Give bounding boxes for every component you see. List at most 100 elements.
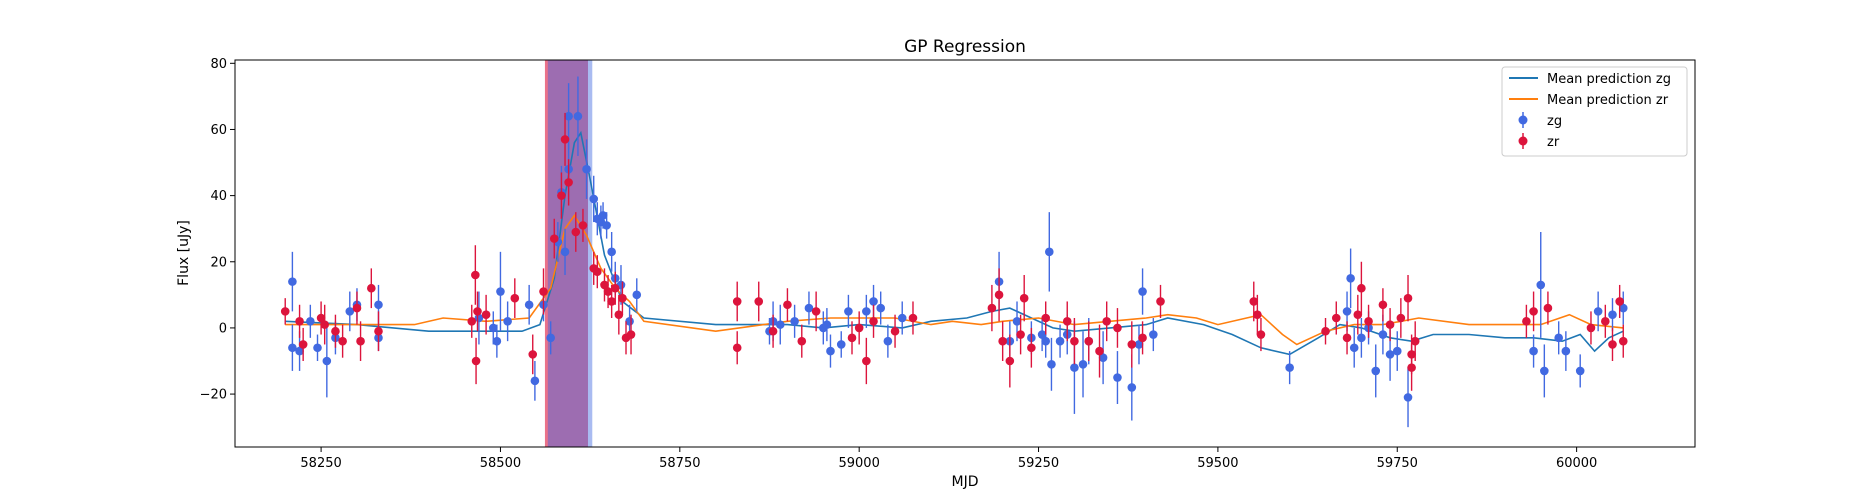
zg-point [1041,336,1051,346]
zr-point [1138,333,1147,343]
zr-point [1618,336,1628,346]
zg-point [1593,307,1603,316]
zr-point [1041,313,1051,323]
highlight-span-1 [547,60,593,447]
zr-point [626,330,636,339]
zr-point [600,280,609,290]
zg-point [1385,350,1395,359]
zr-point [549,234,559,243]
zg-point [560,247,570,257]
zg-point [1012,317,1022,326]
zr-point [471,356,481,366]
zr-point [571,227,581,237]
x-tick-label: 60000 [1556,456,1597,471]
zg-point [1047,360,1056,369]
y-tick-label: 60 [210,123,227,138]
zr-point [471,270,480,280]
x-tick-label: 59000 [838,456,879,471]
zg-point [1618,303,1628,313]
zg-point [607,247,616,257]
x-tick-label: 58500 [480,456,521,471]
zr-point [331,326,340,336]
zr-point [908,313,918,323]
zr-point [539,287,548,296]
legend-swatch-zr-marker [1518,136,1528,146]
zr-point [1357,283,1366,293]
y-tick-label: 80 [210,57,227,72]
legend-label-zg: zg [1547,114,1562,129]
zr-point [316,313,326,323]
zg-point [897,313,907,323]
zr-point [783,300,792,310]
zg-point [1403,393,1413,402]
zr-point [473,307,482,316]
zr-point [1005,356,1015,366]
y-tick-label: 20 [210,255,227,270]
zr-point [352,303,362,313]
x-tick-label: 59250 [1018,456,1059,471]
y-axis-label: Flux [uJy] [176,220,192,286]
zr-point [1396,313,1406,323]
zr-point [1113,323,1122,333]
x-tick-label: 59500 [1197,456,1238,471]
zr-point [560,135,570,144]
zg-point [1044,247,1054,257]
zr-point [614,310,624,319]
legend-label-zr: zr [1547,135,1560,150]
zr-point [467,317,477,326]
zg-point [345,307,355,316]
zr-point [1102,317,1111,326]
zg-point [1055,336,1065,346]
zg-point [1346,274,1355,283]
zg-point [1540,366,1549,376]
zr-point [847,333,857,343]
zg-point [836,340,846,349]
zr-point [1601,317,1610,326]
zr-point [1095,346,1104,356]
zr-point [298,340,308,349]
zr-point [732,297,742,306]
zg-point [625,317,634,326]
zr-point [578,221,588,230]
zg-point [1149,330,1158,339]
zg-point [288,277,297,286]
zg-point [474,313,484,323]
zr-point [1378,300,1388,310]
zr-point [987,303,997,313]
zr-point [593,267,602,276]
zg-point [573,111,583,121]
zg-point [503,317,512,326]
zg-point [1536,280,1546,290]
y-tick-label: −20 [200,388,227,403]
zr-point [754,297,764,306]
zg-point [1529,346,1538,356]
zg-point [322,356,332,366]
zr-point [862,356,871,366]
zr-point [1016,330,1025,339]
zg-point [564,111,573,121]
zr-point [1342,333,1352,343]
zg-point [374,300,383,310]
zr-point [998,336,1007,346]
zr-point [732,343,742,353]
zr-point [618,293,627,303]
zg-point [632,290,642,300]
x-tick-label: 58250 [300,456,341,471]
zg-point [1078,360,1088,369]
zg-point [804,303,814,313]
axes-frame [234,59,1696,448]
zr-point [1019,293,1029,303]
zr-point [1615,297,1624,306]
zr-point [557,191,566,200]
zg-point [488,323,498,333]
zg-point [492,336,502,346]
zr-point [797,336,807,346]
zr-point [1331,313,1341,323]
zg-point [826,346,835,356]
zr-point [869,317,878,326]
zr-point [1249,297,1259,306]
zg-point [1138,287,1147,296]
zg-point [1561,346,1571,356]
zr-point [768,326,778,336]
